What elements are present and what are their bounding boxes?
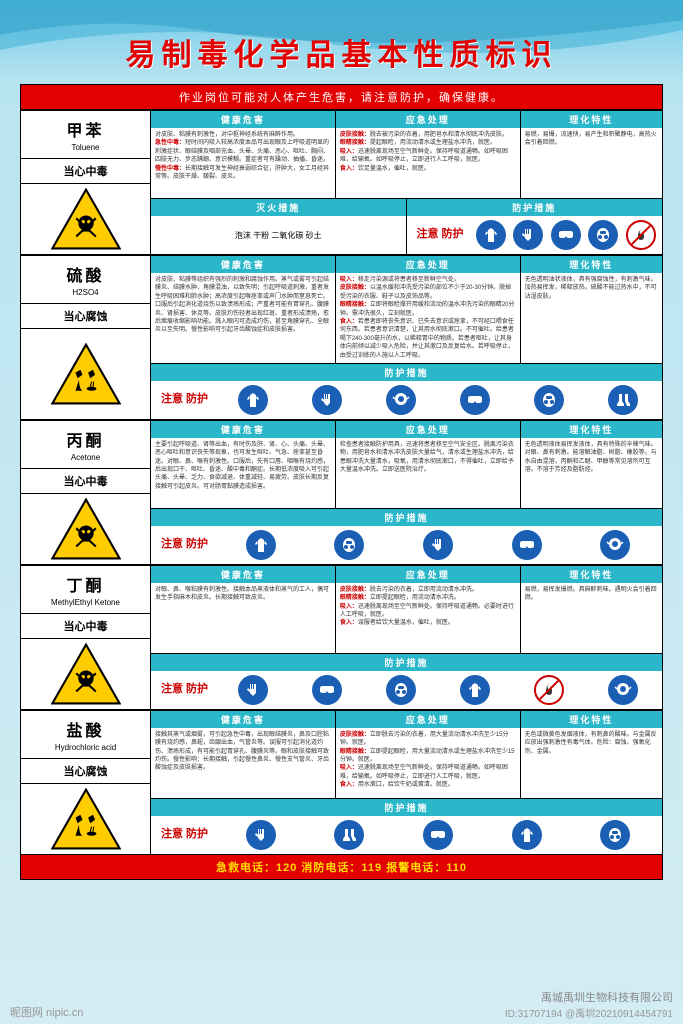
chemical-sheet: 甲苯 Toluene 当心中毒 健康危害对皮肤、粘膜有刺激性，对中枢神经系统有麻… bbox=[20, 110, 663, 855]
ppe-suit-icon bbox=[460, 675, 490, 705]
hazard-icon bbox=[21, 639, 150, 709]
protect-label: 注意 防护 bbox=[161, 683, 208, 696]
warning-label: 当心腐蚀 bbox=[21, 759, 150, 784]
hazard-icon bbox=[21, 329, 150, 419]
ppe-goggles-icon bbox=[551, 220, 581, 250]
ppe-gloves-icon bbox=[238, 675, 268, 705]
watermark: 昵图网 nipic.cn bbox=[10, 1004, 83, 1020]
ppe-respirator-icon bbox=[600, 530, 630, 560]
hazard-icon bbox=[21, 784, 150, 854]
warning-label: 当心腐蚀 bbox=[21, 304, 150, 329]
ppe-suit-icon bbox=[512, 820, 542, 850]
ppe-nofire-icon bbox=[534, 675, 564, 705]
warning-label: 当心中毒 bbox=[21, 469, 150, 494]
ppe-suit-icon bbox=[246, 530, 276, 560]
chemical-name: 甲苯 Toluene bbox=[21, 111, 150, 159]
ppe-mask-icon bbox=[534, 385, 564, 415]
protect-label: 注意 防护 bbox=[161, 393, 208, 406]
warning-label: 当心中毒 bbox=[21, 614, 150, 639]
ppe-mask-icon bbox=[588, 220, 618, 250]
ppe-suit-icon bbox=[476, 220, 506, 250]
ppe-respirator-icon bbox=[608, 675, 638, 705]
page-title: 易制毒化学品基本性质标识 bbox=[20, 30, 663, 74]
ppe-mask-icon bbox=[600, 820, 630, 850]
chemical-row: 丙酮 Acetone 当心中毒 健康危害主要引起呼吸道、肾等出血，有时伤及肝、肾… bbox=[21, 421, 662, 566]
ppe-mask-icon bbox=[334, 530, 364, 560]
protect-label: 注意 防护 bbox=[417, 228, 464, 241]
protect-label: 注意 防护 bbox=[161, 538, 208, 551]
hazard-icon bbox=[21, 494, 150, 564]
chemical-name: 硫酸 H2SO4 bbox=[21, 256, 150, 304]
warning-bar: 作业岗位可能对人体产生危害，请注意防护，确保健康。 bbox=[20, 84, 663, 110]
ppe-goggles-icon bbox=[460, 385, 490, 415]
ppe-mask-icon bbox=[386, 675, 416, 705]
chemical-name: 盐酸 Hydrochloric acid bbox=[21, 711, 150, 759]
chemical-row: 盐酸 Hydrochloric acid 当心腐蚀 健康危害接触其蒸气或烟雾，可… bbox=[21, 711, 662, 854]
footer-bar: 急救电话：120 消防电话：119 报警电话：110 bbox=[20, 855, 663, 880]
ppe-boots-icon bbox=[608, 385, 638, 415]
chemical-row: 硫酸 H2SO4 当心腐蚀 健康危害对皮肤、粘膜等组织有强烈的刺激和腐蚀作用。蒸… bbox=[21, 256, 662, 421]
chemical-name: 丁酮 MethylEthyl Ketone bbox=[21, 566, 150, 614]
chemical-row: 丁酮 MethylEthyl Ketone 当心中毒 健康危害对眼、鼻、喉粘膜有… bbox=[21, 566, 662, 711]
ppe-boots-icon bbox=[334, 820, 364, 850]
hazard-icon bbox=[21, 184, 150, 254]
ppe-goggles-icon bbox=[512, 530, 542, 560]
warning-label: 当心中毒 bbox=[21, 159, 150, 184]
chemical-name: 丙酮 Acetone bbox=[21, 421, 150, 469]
ppe-goggles-icon bbox=[312, 675, 342, 705]
ppe-goggles-icon bbox=[423, 820, 453, 850]
ppe-respirator-icon bbox=[386, 385, 416, 415]
chemical-row: 甲苯 Toluene 当心中毒 健康危害对皮肤、粘膜有刺激性，对中枢神经系统有麻… bbox=[21, 111, 662, 256]
ppe-suit-icon bbox=[238, 385, 268, 415]
ppe-nofire-icon bbox=[626, 220, 656, 250]
ppe-gloves-icon bbox=[423, 530, 453, 560]
ppe-gloves-icon bbox=[246, 820, 276, 850]
meta-info: 禹城禹圳生物科技有限公司 ID:31707194 @禹圳202109144547… bbox=[505, 989, 673, 1020]
ppe-gloves-icon bbox=[513, 220, 543, 250]
ppe-gloves-icon bbox=[312, 385, 342, 415]
protect-label: 注意 防护 bbox=[161, 828, 208, 841]
